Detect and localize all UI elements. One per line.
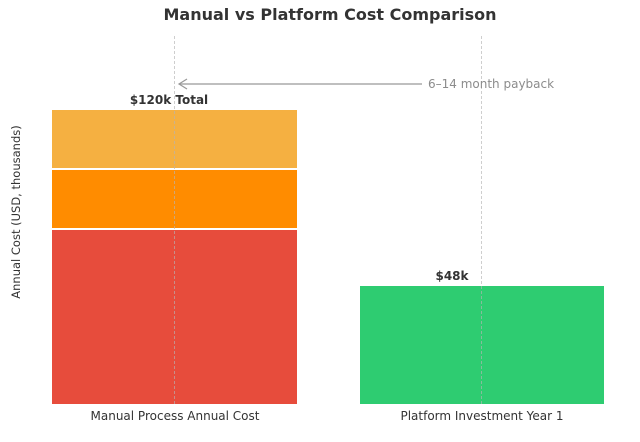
platform-cost-bar xyxy=(360,286,604,404)
left-arrow-icon xyxy=(177,78,422,90)
payback-annotation: 6–14 month payback xyxy=(428,77,555,91)
platform-value-label: $48k xyxy=(435,269,469,284)
gridline-platform-bar-center xyxy=(481,36,482,404)
manual-total-value-label: $120k Total xyxy=(129,92,209,107)
chart-title: Manual vs Platform Cost Comparison xyxy=(163,5,497,24)
gridline-manual-bar-center xyxy=(174,36,175,404)
x-tick-label-manual: Manual Process Annual Cost xyxy=(90,409,260,423)
y-axis-label: Annual Cost (USD, thousands) xyxy=(9,125,23,299)
x-tick-label-platform: Platform Investment Year 1 xyxy=(400,409,564,423)
